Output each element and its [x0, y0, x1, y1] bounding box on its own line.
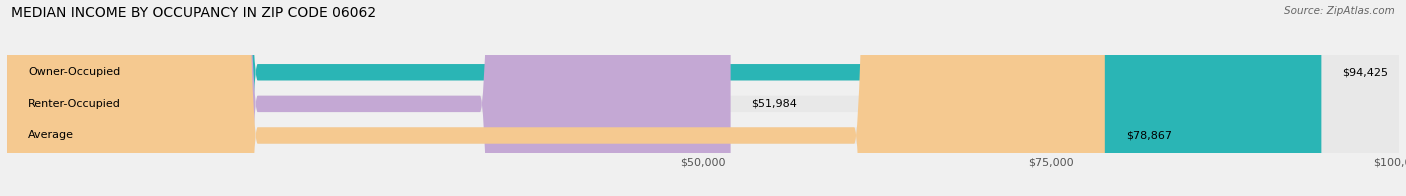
FancyBboxPatch shape [7, 0, 1399, 196]
Text: Renter-Occupied: Renter-Occupied [28, 99, 121, 109]
FancyBboxPatch shape [7, 0, 1322, 196]
Text: $78,867: $78,867 [1126, 131, 1171, 141]
Text: Average: Average [28, 131, 75, 141]
Text: Owner-Occupied: Owner-Occupied [28, 67, 120, 77]
FancyBboxPatch shape [7, 0, 731, 196]
FancyBboxPatch shape [7, 0, 1399, 196]
Text: MEDIAN INCOME BY OCCUPANCY IN ZIP CODE 06062: MEDIAN INCOME BY OCCUPANCY IN ZIP CODE 0… [11, 6, 377, 20]
FancyBboxPatch shape [7, 0, 1399, 196]
Text: Source: ZipAtlas.com: Source: ZipAtlas.com [1284, 6, 1395, 16]
FancyBboxPatch shape [7, 0, 1105, 196]
Text: $51,984: $51,984 [751, 99, 797, 109]
Text: $94,425: $94,425 [1343, 67, 1388, 77]
